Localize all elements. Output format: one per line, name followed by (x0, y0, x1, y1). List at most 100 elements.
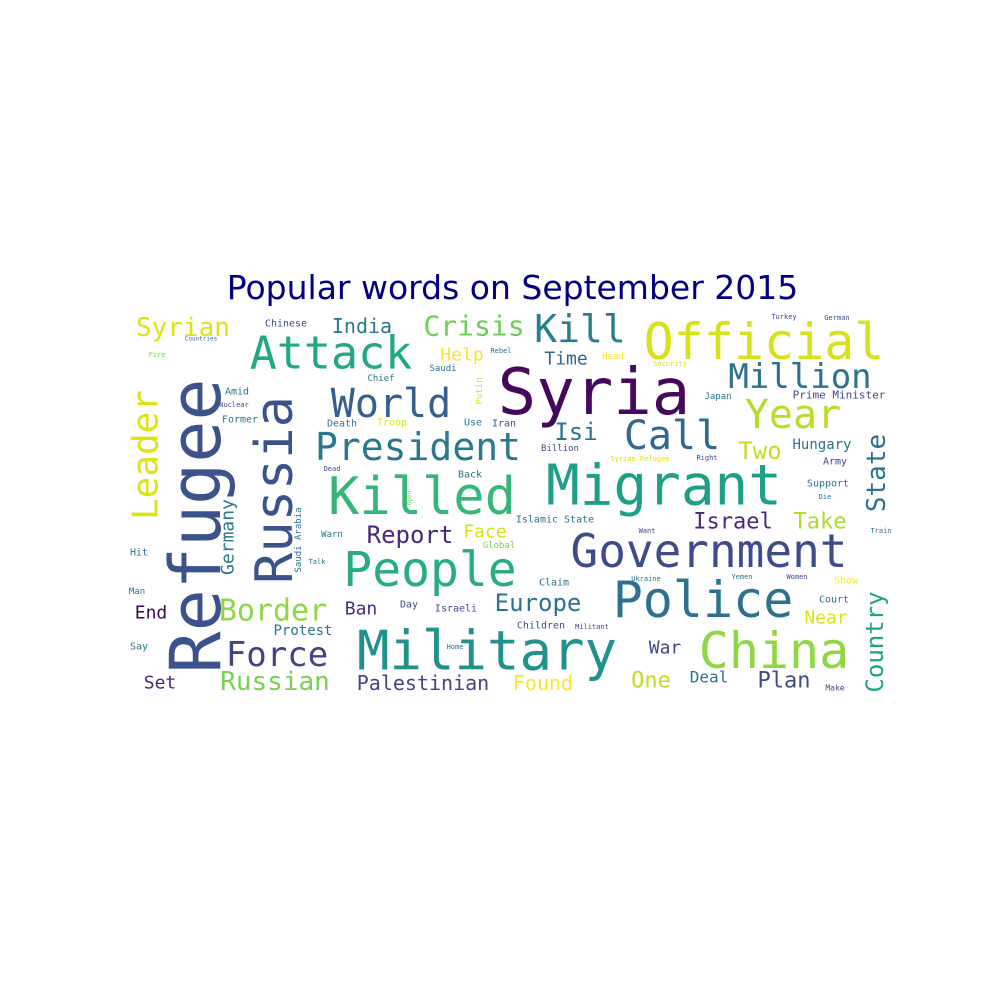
word-call: Call (624, 413, 720, 459)
word-two: Two (738, 437, 781, 465)
word-day: Day (400, 600, 418, 611)
word-palestinian: Palestinian (357, 671, 489, 695)
word-death: Death (327, 419, 357, 430)
word-right: Right (696, 454, 717, 462)
word-warn: Warn (321, 530, 343, 540)
chart-title: Popular words on September 2015 (226, 268, 799, 307)
word-chinese: Chinese (265, 319, 307, 330)
word-support: Support (807, 479, 849, 490)
word-time: Time (544, 349, 587, 370)
word-army: Army (823, 457, 847, 468)
word-found: Found (513, 671, 573, 695)
word-show: Show (834, 576, 859, 587)
word-plan: Plan (758, 669, 811, 694)
word-killed: Killed (328, 467, 516, 527)
word-head: Head (602, 352, 624, 362)
word-make: Make (825, 684, 844, 693)
word-nuclear: Nuclear (219, 401, 249, 409)
word-japan: Japan (704, 392, 731, 402)
word-government: Government (571, 524, 848, 578)
word-countries: Countries (185, 336, 218, 343)
word-saudi-arabia: Saudi Arabia (294, 507, 304, 572)
word-police: Police (613, 571, 794, 629)
word-war: War (649, 638, 682, 659)
word-syrian: Syrian (136, 313, 230, 343)
word-chief: Chief (367, 374, 394, 384)
word-near: Near (804, 608, 848, 629)
word-ban: Ban (345, 599, 378, 620)
word-help: Help (440, 345, 483, 366)
word-year: Year (745, 392, 841, 438)
word-say: Say (130, 642, 148, 653)
word-militant: Militant (575, 623, 609, 631)
word-military: Military (357, 620, 617, 683)
word-children: Children (517, 621, 565, 632)
word-isi: Isi (554, 418, 597, 446)
word-border: Border (219, 594, 327, 629)
word-report: Report (367, 521, 454, 549)
word-global: Global (483, 541, 516, 551)
word-security: Security (653, 360, 687, 368)
word-court: Court (819, 595, 849, 606)
word-talk: Talk (309, 558, 327, 566)
word-former: Former (222, 415, 258, 426)
word-force: Force (226, 635, 328, 675)
word-state: State (862, 434, 892, 512)
word-back: Back (458, 470, 482, 481)
word-man: Man (129, 587, 145, 597)
word-billion: Billion (541, 444, 579, 454)
word-islamic-state: Islamic State (516, 515, 594, 526)
word-attack: Attack (250, 327, 413, 380)
word-protest: Protest (273, 623, 332, 639)
word-die: Die (819, 493, 832, 501)
word-face: Face (463, 522, 506, 543)
word-world: World (331, 381, 451, 427)
word-germany: Germany (218, 499, 239, 575)
word-home: Home (447, 643, 464, 651)
word-china: China (699, 622, 850, 680)
word-israeli: Israeli (435, 604, 477, 615)
word-amid: Amid (225, 387, 249, 398)
word-russian: Russian (220, 667, 330, 697)
word-yemen: Yemen (731, 573, 752, 581)
word-migrant: Migrant (546, 454, 782, 519)
word-refugee: Refugee (155, 378, 237, 673)
word-country: Country (861, 591, 889, 692)
word-israel: Israel (693, 510, 772, 535)
word-claim: Claim (539, 578, 569, 589)
word-use: Use (464, 418, 482, 429)
word-train: Train (870, 527, 891, 535)
word-president: President (315, 425, 521, 469)
word-set: Set (144, 673, 177, 694)
word-crisis: Crisis (423, 310, 524, 343)
word-kill: Kill (534, 307, 626, 351)
word-india: India (332, 314, 392, 338)
word-official: Official (644, 313, 885, 371)
word-europe: Europe (495, 589, 582, 617)
word-iran: Iran (492, 419, 516, 430)
word-deal: Deal (690, 668, 729, 687)
word-one: One (631, 669, 671, 694)
word-dead: Dead (324, 465, 341, 473)
word-people: People (343, 542, 516, 598)
word-fire: Fire (149, 351, 166, 359)
word-end: End (135, 603, 168, 624)
word-hungary: Hungary (792, 437, 851, 453)
word-women: Women (786, 573, 807, 581)
word-prime-minister: Prime Minister (793, 389, 886, 402)
word-ukraine: Ukraine (631, 575, 661, 583)
word-leader: Leader (126, 390, 167, 520)
word-rebel: Rebel (490, 347, 511, 355)
word-want: Want (639, 527, 656, 535)
word-take: Take (794, 510, 847, 535)
word-turkey: Turkey (771, 313, 796, 321)
word-putin: Putin (475, 377, 485, 404)
word-troop: Troop (377, 418, 407, 429)
word-german: German (824, 314, 849, 322)
word-syrian-refugee: Syrian Refugee (610, 455, 669, 463)
word-million: Million (728, 357, 871, 397)
word-open: Open (407, 490, 414, 505)
word-hit: Hit (130, 548, 148, 559)
